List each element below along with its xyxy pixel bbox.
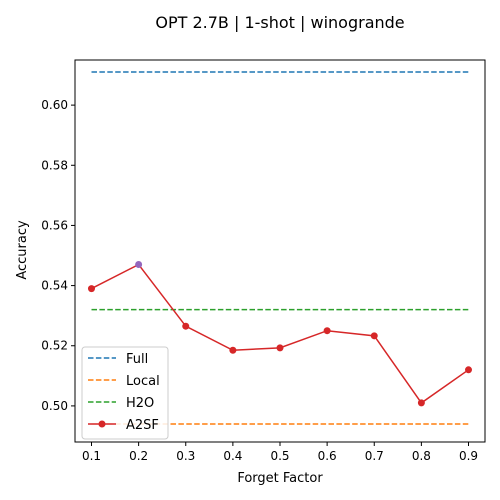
data-point <box>417 399 425 407</box>
y-axis-label: Accuracy <box>15 220 30 280</box>
legend-label-full: Full <box>126 352 148 367</box>
y-tick-label: 0.54 <box>41 279 68 293</box>
legend-label-h2o: H2O <box>126 396 154 411</box>
x-tick-label: 0.2 <box>129 449 148 463</box>
legend-label-a2sf: A2SF <box>126 418 159 433</box>
chart-title: OPT 2.7B | 1-shot | winogrande <box>155 13 404 32</box>
data-point <box>229 346 237 354</box>
y-tick-label: 0.52 <box>41 339 68 353</box>
data-point <box>276 344 284 352</box>
data-point <box>87 285 95 293</box>
x-tick-label: 0.6 <box>318 449 337 463</box>
data-point <box>182 322 190 330</box>
legend-label-local: Local <box>126 374 160 389</box>
x-tick-label: 0.3 <box>176 449 195 463</box>
legend: Full Local H2O A2SF <box>81 346 169 440</box>
x-tick-label: 0.8 <box>412 449 431 463</box>
legend-box <box>81 346 169 440</box>
x-axis-label: Forget Factor <box>237 471 323 486</box>
y-tick-label: 0.56 <box>41 218 68 232</box>
data-point <box>135 261 143 269</box>
y-tick-label: 0.60 <box>41 98 68 112</box>
y-tick-label: 0.50 <box>41 399 68 413</box>
data-point <box>370 332 378 340</box>
x-tick-label: 0.4 <box>223 449 242 463</box>
legend-marker <box>98 420 106 428</box>
y-tick-label: 0.58 <box>41 158 68 172</box>
data-point <box>465 366 473 374</box>
x-tick-label: 0.5 <box>270 449 289 463</box>
x-tick-label: 0.9 <box>459 449 478 463</box>
x-tick-label: 0.7 <box>365 449 384 463</box>
data-point <box>323 327 331 335</box>
x-tick-label: 0.1 <box>82 449 101 463</box>
